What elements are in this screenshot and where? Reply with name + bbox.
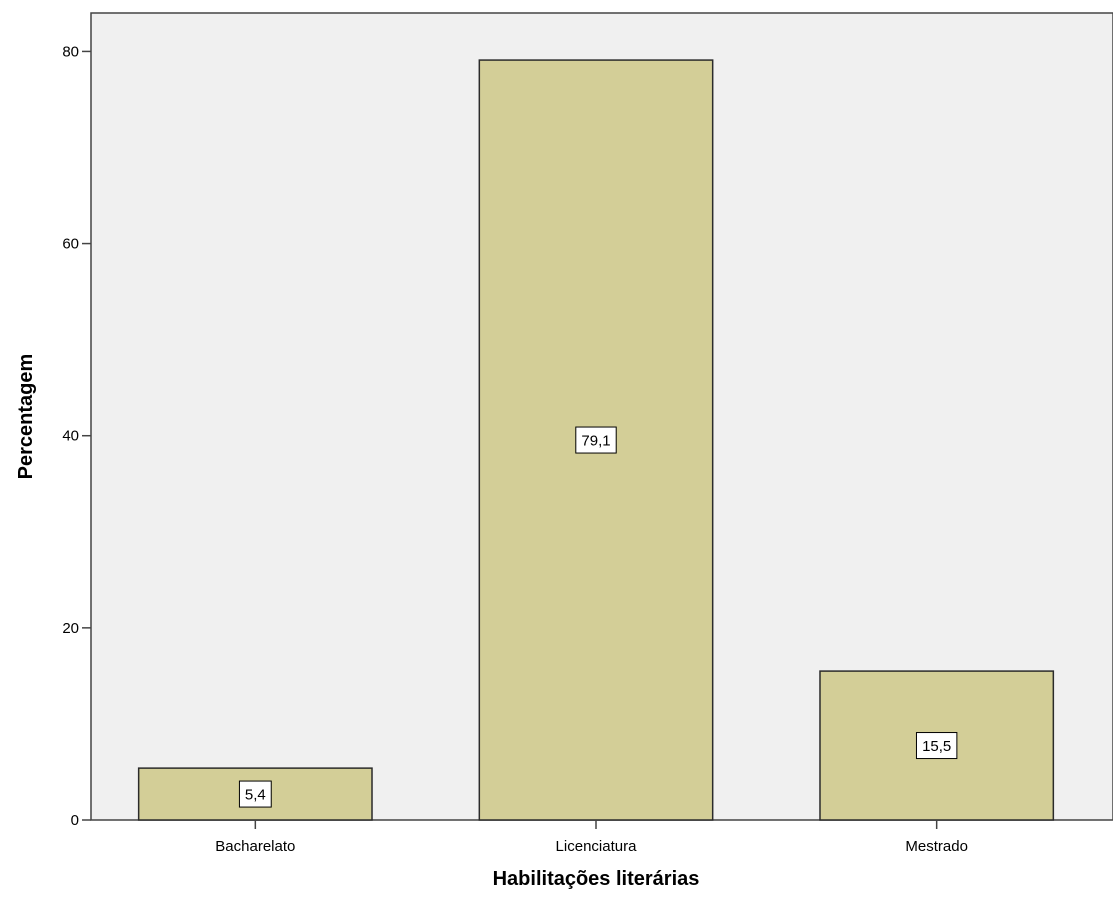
x-axis: Bacharelato Licenciatura Mestrado [215,820,968,855]
bar-value-label: 5,4 [245,787,266,804]
bar-value-box [915,732,958,760]
bar-labels-group: 5,4 79,1 15,5 [238,426,958,808]
bar-value-box [238,780,272,808]
bar-value-label: 79,1 [581,433,610,450]
x-axis-title: Habilitações literárias [493,868,700,890]
x-tick-label: Bacharelato [215,838,295,855]
bar-value-box [575,426,617,454]
y-tick-label: 60 [62,236,79,253]
y-tick-label: 0 [71,812,79,829]
y-axis-title: Percentagem [15,354,37,480]
x-tick-label: Licenciatura [556,838,638,855]
y-tick-label: 80 [62,43,79,60]
y-tick-label: 20 [62,620,79,637]
bar-value-label: 15,5 [922,738,951,755]
y-axis: 0 20 40 60 80 [62,43,91,829]
y-tick-label: 40 [62,428,79,445]
x-tick-label: Mestrado [905,838,968,855]
